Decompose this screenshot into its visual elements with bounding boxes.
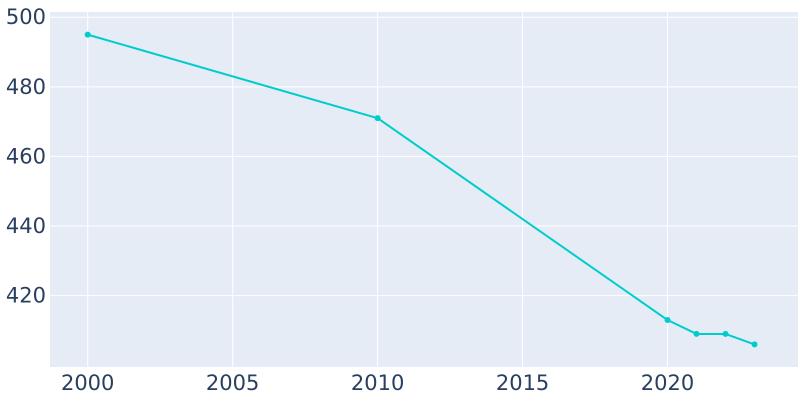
y-tick-label: 440 — [6, 214, 46, 238]
data-point[interactable] — [722, 330, 729, 337]
data-point[interactable] — [84, 31, 91, 38]
y-tick-label: 460 — [6, 144, 46, 168]
data-point[interactable] — [664, 317, 671, 324]
data-point[interactable] — [374, 115, 381, 122]
tick-labels: 2000 2005 2010 2015 2020 420 440 460 480 500 — [6, 5, 694, 395]
x-tick-label: 2000 — [61, 371, 114, 395]
data-point[interactable] — [693, 330, 700, 337]
data-point[interactable] — [751, 341, 758, 348]
y-tick-label: 420 — [6, 284, 46, 308]
plot-area — [50, 12, 798, 367]
y-tick-label: 500 — [6, 5, 46, 29]
gridlines — [50, 12, 798, 367]
x-tick-label: 2005 — [206, 371, 259, 395]
y-tick-label: 480 — [6, 75, 46, 99]
data-series — [84, 31, 758, 348]
x-tick-label: 2015 — [496, 371, 549, 395]
x-tick-label: 2010 — [351, 371, 404, 395]
series-line — [87, 33, 755, 346]
x-tick-label: 2020 — [641, 371, 694, 395]
